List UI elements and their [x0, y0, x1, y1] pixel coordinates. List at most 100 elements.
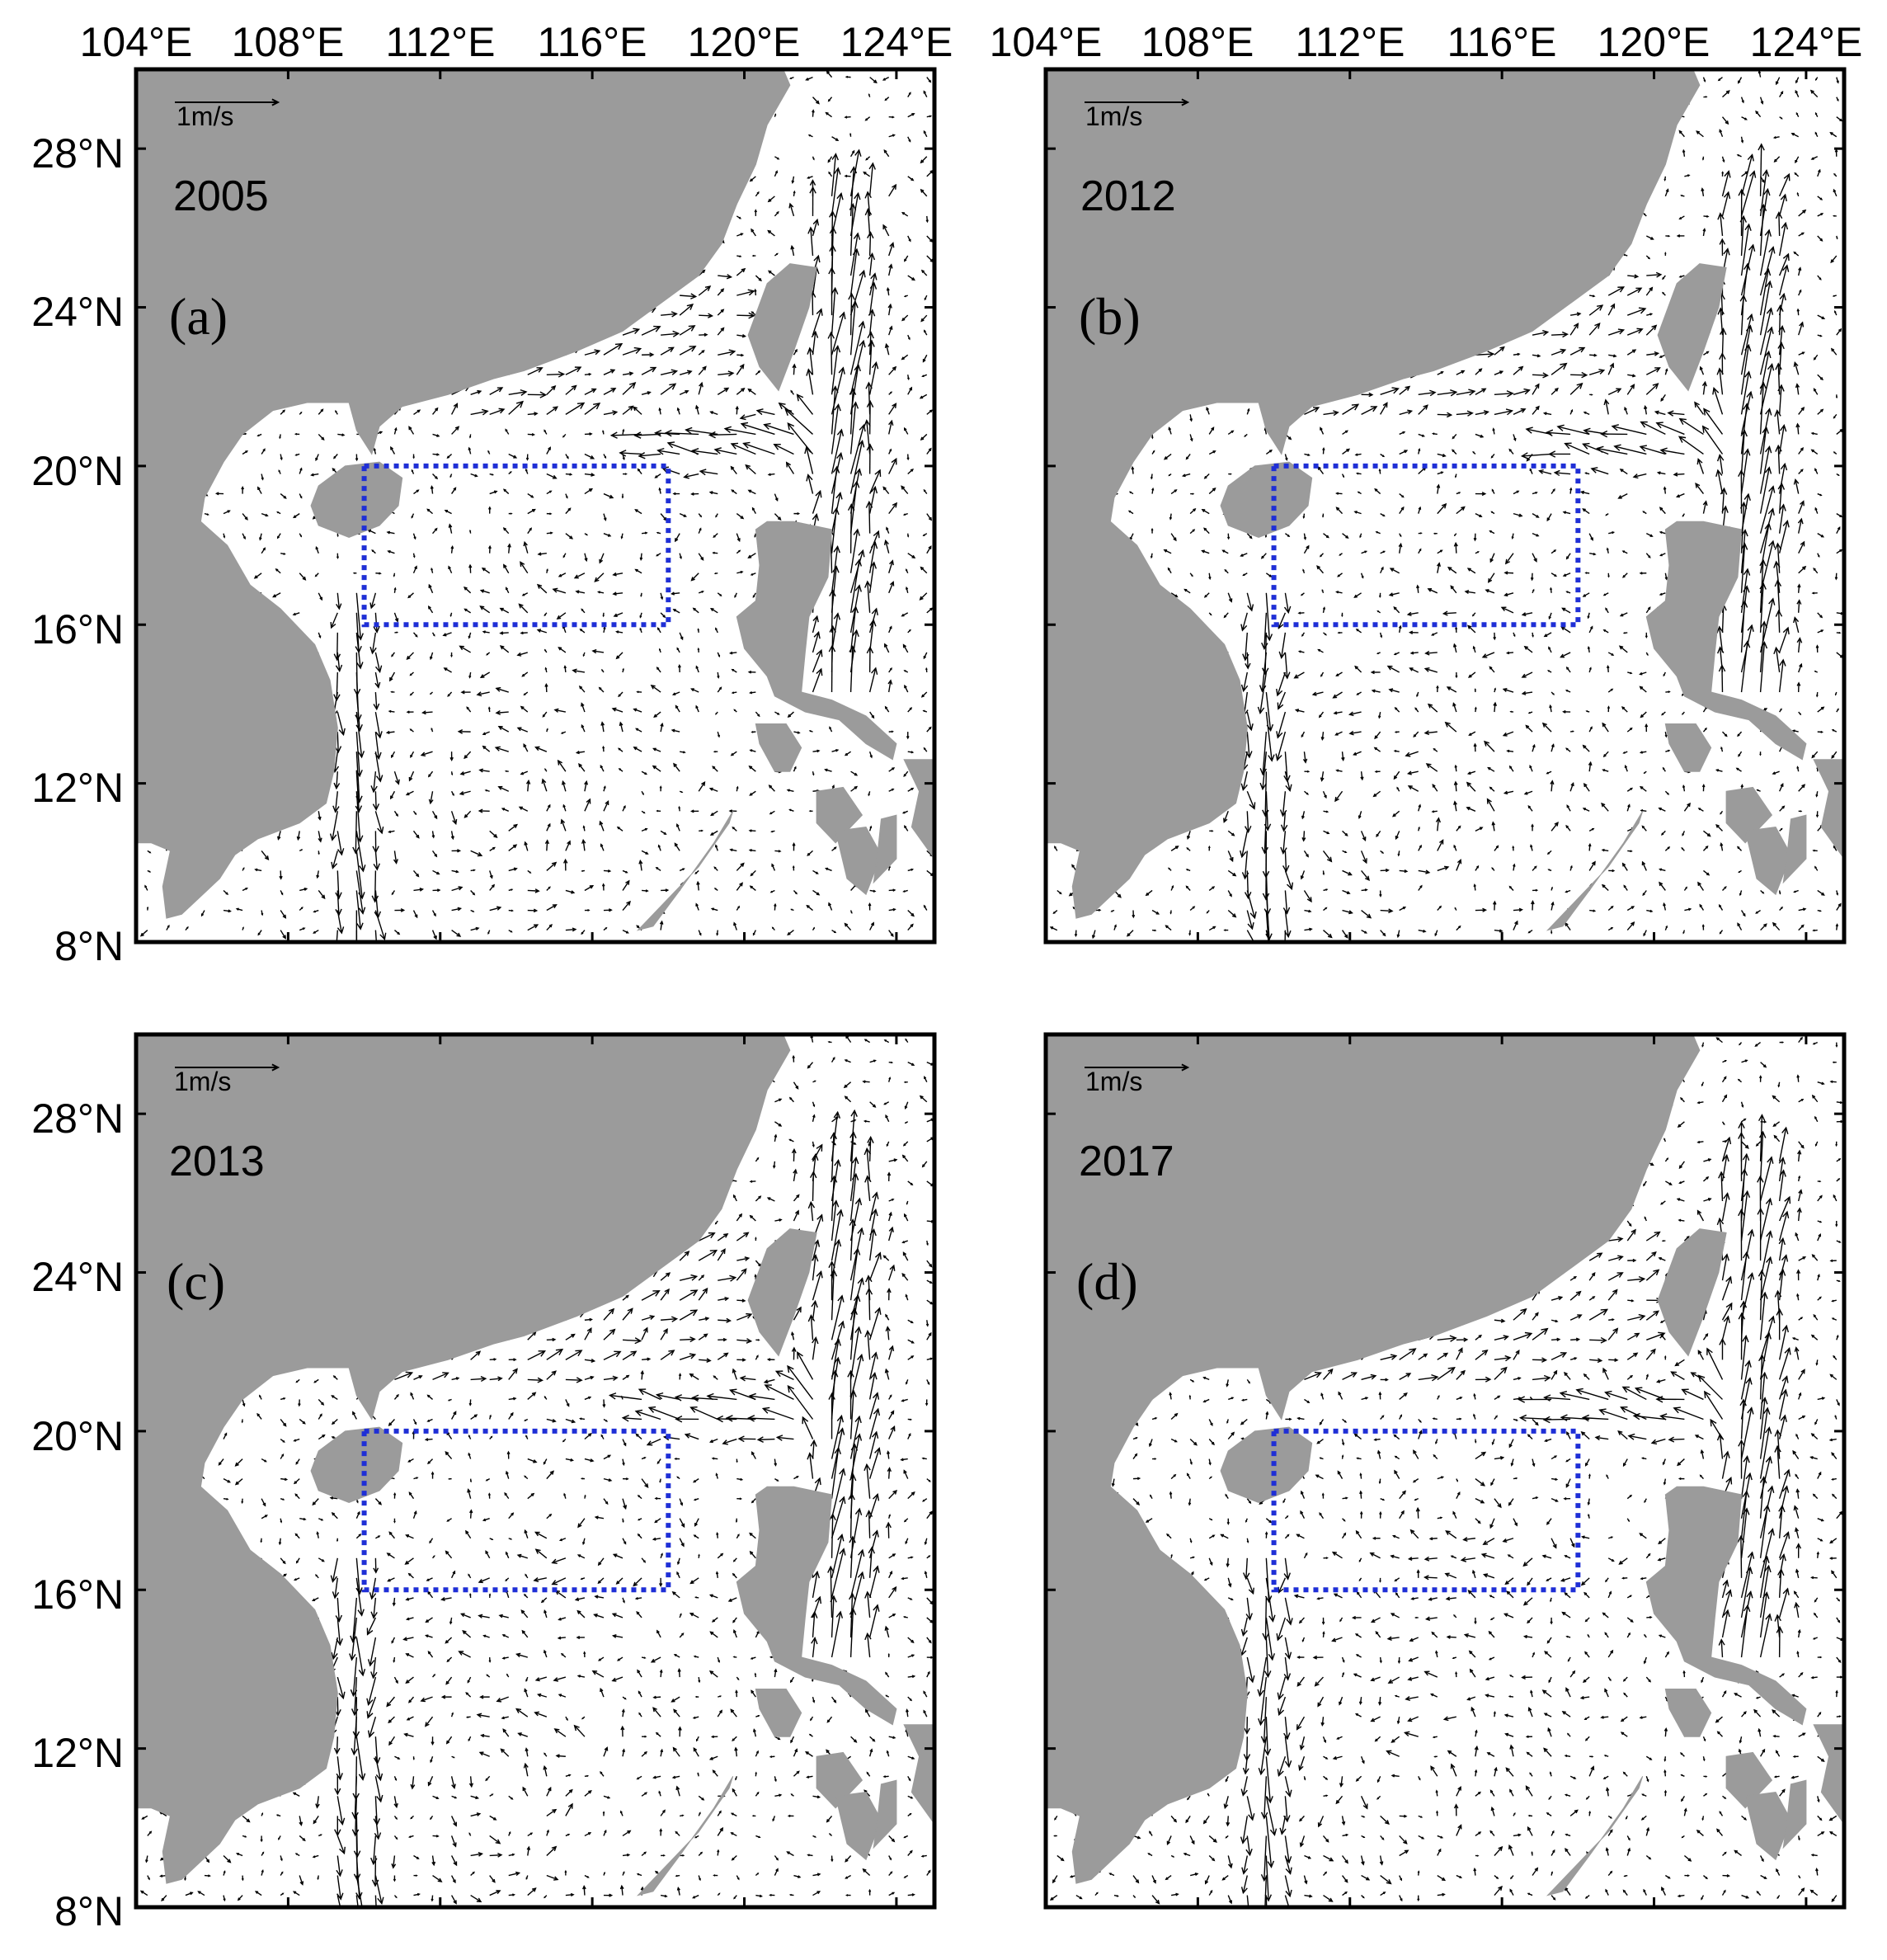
lat-label: 12°N	[31, 1730, 124, 1776]
vector-arrowhead	[1668, 691, 1670, 693]
vector-arrowhead	[354, 572, 355, 573]
vector-arrowhead	[1272, 967, 1278, 973]
lon-label: 112°E	[1295, 19, 1405, 65]
vector-arrowhead	[1282, 951, 1287, 957]
vector-arrowhead	[732, 692, 734, 694]
vector-arrowhead	[451, 655, 452, 656]
vector-arrowhead	[1814, 930, 1815, 931]
vector-arrowhead	[1608, 576, 1609, 577]
panel-letter: (a)	[169, 287, 228, 346]
vector-arrowhead	[318, 853, 319, 854]
vector-arrowhead	[623, 430, 624, 431]
vector-arrowhead	[1837, 893, 1838, 895]
vector-arrowhead	[716, 713, 717, 714]
vector-arrowhead	[1170, 912, 1171, 913]
vector-arrowhead	[868, 95, 869, 96]
vector-arrowhead	[547, 569, 548, 570]
current-vector	[337, 732, 338, 752]
lat-labels-bottom-row: 28°N 24°N 20°N 16°N 12°N 8°N	[31, 1095, 124, 1934]
vector-arrowhead	[470, 436, 471, 437]
vector-arrowhead	[1551, 932, 1552, 933]
vector-arrowhead	[1814, 850, 1815, 851]
vector-arrowhead	[1325, 889, 1327, 890]
vector-arrowhead	[1395, 732, 1396, 733]
lon-label: 120°E	[1598, 19, 1711, 65]
lat-labels-top-row: 28°N 24°N 20°N 16°N 12°N 8°N	[31, 130, 124, 969]
vector-arrowhead	[1532, 635, 1533, 637]
vector-arrowhead	[1323, 873, 1324, 874]
current-vector	[1779, 610, 1780, 633]
lon-label: 112°E	[385, 19, 495, 65]
vector-arrowhead	[1624, 633, 1625, 634]
vector-arrowhead	[354, 949, 360, 955]
lon-label: 108°E	[232, 19, 345, 65]
top-lon-labels-right: 104°E 108°E 112°E 116°E 120°E 124°E	[990, 19, 1863, 65]
vector-arrowhead	[657, 532, 658, 533]
vector-arrowhead	[793, 866, 794, 868]
vector-arrowhead	[337, 535, 338, 536]
lon-label: 104°E	[80, 19, 193, 65]
vector-arrowhead	[926, 668, 927, 669]
lon-label: 108°E	[1141, 19, 1254, 65]
vector-arrowhead	[1645, 636, 1647, 638]
vector-arrowhead	[1511, 711, 1512, 712]
vector-arrowhead	[641, 595, 642, 596]
lat-label: 12°N	[31, 765, 124, 811]
vector-arrowhead	[698, 629, 699, 630]
vector-arrowhead	[587, 910, 589, 912]
vector-arrowhead	[1475, 708, 1476, 709]
vector-arrowhead	[1572, 731, 1573, 732]
vector-arrowhead	[1307, 770, 1309, 772]
vector-arrowhead	[813, 774, 814, 775]
current-vector	[869, 502, 870, 533]
top-lon-labels-left: 104°E 108°E 112°E 116°E 120°E 124°E	[80, 19, 953, 65]
current-vector	[337, 633, 338, 660]
vector-arrowhead	[549, 513, 551, 515]
vector-arrowhead	[753, 256, 754, 257]
vector-arrowhead	[451, 774, 452, 775]
vector-arrowhead	[1151, 556, 1153, 558]
vector-arrowhead	[486, 790, 487, 791]
vector-arrowhead	[892, 116, 894, 118]
lon-label: 120°E	[688, 19, 801, 65]
lat-label: 24°N	[31, 1254, 124, 1300]
vector-arrowhead	[1189, 933, 1191, 935]
vector-arrowhead	[1631, 850, 1632, 852]
vector-arrowhead	[1839, 632, 1840, 633]
vector-arrowhead	[393, 575, 394, 576]
lat-label: 8°N	[54, 923, 124, 969]
vector-arrowhead	[772, 831, 773, 832]
vector-arrowhead	[284, 554, 285, 555]
vector-arrowhead	[679, 807, 680, 808]
lon-label: 124°E	[1750, 19, 1863, 65]
lat-label: 16°N	[31, 1571, 124, 1618]
vector-arrowhead	[1587, 711, 1588, 712]
vector-arrowhead	[603, 431, 604, 432]
vector-arrowhead	[333, 954, 339, 959]
lat-label: 16°N	[31, 606, 124, 653]
vector-arrowhead	[1760, 754, 1761, 755]
vector-arrowhead	[354, 974, 360, 980]
lat-label: 20°N	[31, 448, 124, 494]
vector-arrowhead	[736, 787, 738, 789]
vector-arrowhead	[657, 810, 658, 811]
vector-arrowhead	[739, 256, 741, 257]
vector-arrowhead	[713, 552, 715, 554]
vector-arrowhead	[413, 456, 414, 457]
lon-label: 104°E	[990, 19, 1103, 65]
vector-arrowhead	[1817, 695, 1819, 696]
current-vector	[709, 434, 736, 435]
vector-arrowhead	[397, 632, 398, 633]
lat-label: 28°N	[31, 130, 124, 177]
vector-arrowhead	[1800, 811, 1801, 812]
vector-arrowhead	[374, 953, 380, 959]
lat-label: 20°N	[31, 1413, 124, 1459]
current-vector	[375, 791, 376, 809]
vector-arrowhead	[511, 910, 513, 911]
map-panel-2012: 2012 (b) 1m/s	[1027, 49, 1871, 974]
vector-arrowhead	[907, 535, 908, 536]
vector-arrowhead	[868, 794, 869, 795]
vector-arrowhead	[1225, 930, 1226, 931]
vector-arrowhead	[1456, 676, 1457, 677]
reference-vector-label: 1m/s	[176, 101, 233, 131]
